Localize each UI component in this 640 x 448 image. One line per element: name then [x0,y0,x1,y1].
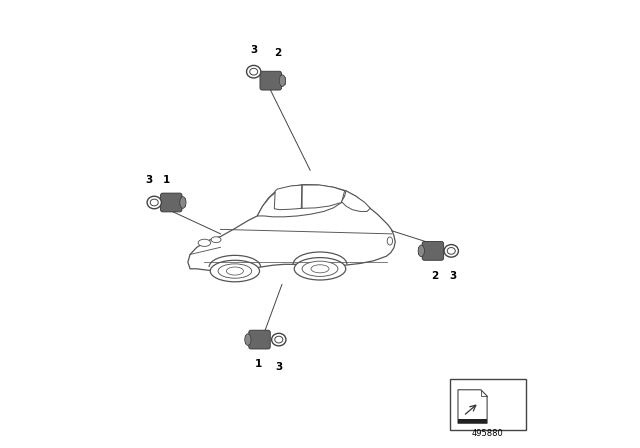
Ellipse shape [198,239,211,246]
Polygon shape [188,185,396,271]
Ellipse shape [227,267,243,275]
Text: 3: 3 [449,271,457,280]
FancyBboxPatch shape [249,330,270,349]
Ellipse shape [211,237,221,242]
Text: 3: 3 [275,362,282,371]
Ellipse shape [302,261,338,276]
Bar [279,77,285,85]
Ellipse shape [147,196,161,209]
Text: 1: 1 [255,359,262,369]
Ellipse shape [294,258,346,280]
Bar [244,336,251,344]
Ellipse shape [444,245,458,257]
Polygon shape [302,185,344,208]
FancyBboxPatch shape [422,241,444,260]
Ellipse shape [250,68,258,75]
Ellipse shape [180,197,186,208]
Ellipse shape [244,334,251,345]
Text: 3: 3 [145,175,152,185]
Polygon shape [458,390,487,423]
Ellipse shape [418,245,424,257]
Ellipse shape [275,336,283,343]
Polygon shape [257,185,344,217]
Text: 495880: 495880 [472,429,504,438]
Bar [180,198,186,207]
Ellipse shape [311,265,329,273]
Ellipse shape [150,199,158,206]
Ellipse shape [271,333,286,346]
Text: 3: 3 [250,45,257,55]
Bar [450,379,526,430]
Ellipse shape [447,247,455,254]
Ellipse shape [279,75,285,86]
Text: 1: 1 [163,175,170,185]
Polygon shape [342,191,370,211]
Ellipse shape [246,65,261,78]
FancyBboxPatch shape [260,71,282,90]
Bar [458,419,487,423]
Bar [418,247,424,255]
Ellipse shape [218,264,252,278]
Text: 2: 2 [274,48,281,58]
Polygon shape [275,185,302,210]
Ellipse shape [387,237,392,245]
Text: 2: 2 [431,271,438,280]
FancyBboxPatch shape [161,193,182,212]
Ellipse shape [210,260,260,282]
